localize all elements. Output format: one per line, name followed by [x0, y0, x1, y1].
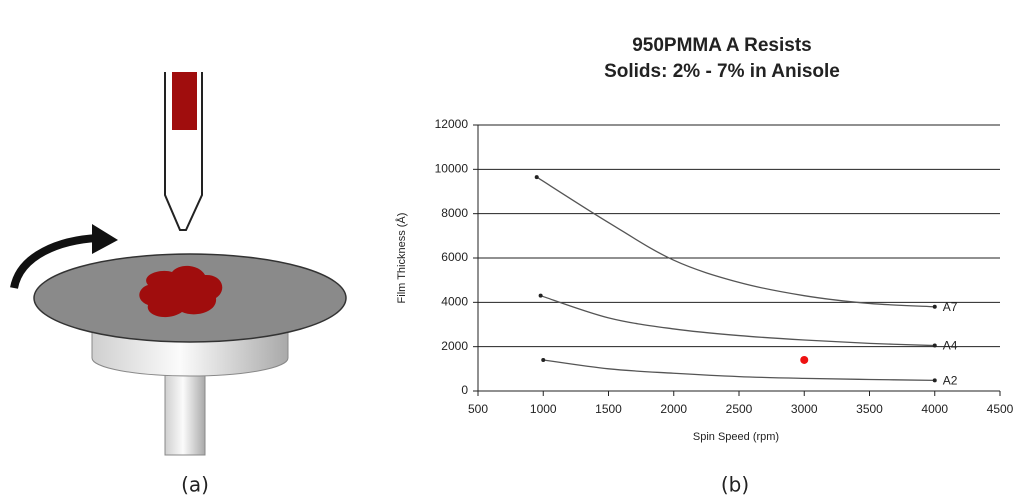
resist-puddle	[139, 265, 223, 318]
x-tick-label: 4500	[987, 402, 1014, 416]
series-label: A4	[943, 339, 958, 353]
x-tick-label: 500	[468, 402, 488, 416]
y-tick-label: 4000	[441, 295, 468, 309]
x-tick-label: 1500	[595, 402, 622, 416]
panel-label: (a)	[181, 473, 209, 497]
series-line	[540, 295, 935, 347]
y-axis-label: Film Thickness (Å)	[395, 213, 408, 304]
series-label: A2	[943, 374, 958, 388]
series-line	[536, 176, 935, 308]
y-tick-label: 12000	[435, 117, 469, 131]
end-point	[932, 304, 937, 309]
end-point	[932, 378, 937, 383]
x-tick-label: 4000	[921, 402, 948, 416]
arrow-head	[92, 224, 118, 254]
rotation-arrow	[10, 234, 99, 290]
end-point	[534, 175, 539, 180]
end-point	[932, 343, 937, 348]
end-point	[541, 357, 546, 362]
spin-coater-illustration	[10, 72, 347, 456]
x-tick-label: 2500	[726, 402, 753, 416]
pipette-resist	[172, 72, 197, 130]
chart-title: 950PMMA A Resists	[632, 35, 812, 56]
y-tick-label: 0	[461, 383, 468, 397]
y-tick-label: 2000	[441, 339, 468, 353]
chart-subtitle: Solids: 2% - 7% in Anisole	[604, 61, 840, 82]
x-axis-label: Spin Speed (rpm)	[693, 431, 779, 443]
highlight-point	[800, 355, 809, 364]
x-tick-label: 2000	[660, 402, 687, 416]
y-tick-label: 8000	[441, 206, 468, 220]
x-tick-label: 3500	[856, 402, 883, 416]
series-label: A7	[943, 300, 958, 314]
y-tick-label: 6000	[441, 250, 468, 264]
x-tick-label: 1000	[530, 402, 557, 416]
y-tick-label: 10000	[435, 162, 469, 176]
x-tick-label: 3000	[791, 402, 818, 416]
end-point	[538, 293, 543, 298]
panel-label: (b)	[721, 473, 749, 497]
series-line	[543, 359, 935, 382]
